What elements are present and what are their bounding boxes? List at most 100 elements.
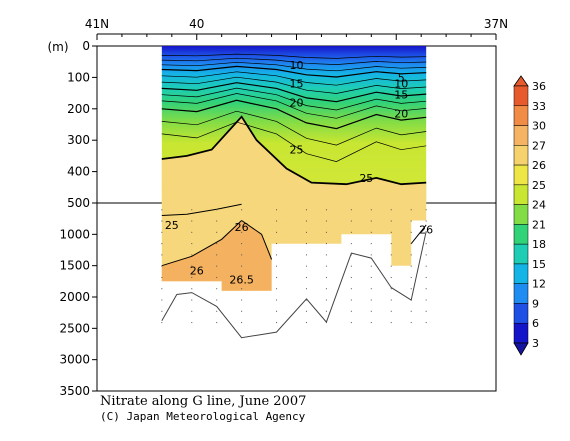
station-dot <box>191 209 193 211</box>
station-dot <box>305 231 307 233</box>
station-dot <box>350 243 352 245</box>
colorbar-segment <box>513 145 529 166</box>
station-dot <box>325 276 327 278</box>
station-dot <box>191 276 193 278</box>
contour-line <box>161 61 427 72</box>
station-dot <box>350 322 352 324</box>
station-dot <box>390 310 392 312</box>
station-dot <box>216 288 218 290</box>
station-dot <box>390 299 392 301</box>
station-dot <box>191 231 193 233</box>
colorbar-segment <box>513 283 529 304</box>
left-tick-label: 1000 <box>59 227 90 241</box>
station-dot <box>350 231 352 233</box>
station-dot <box>350 254 352 256</box>
colorbar-label: 27 <box>532 139 546 152</box>
station-dot <box>161 310 163 312</box>
sigma26-fill <box>161 220 272 291</box>
station-dot <box>191 288 193 290</box>
station-dot <box>241 265 243 267</box>
contour-label: 15 <box>290 78 304 91</box>
station-dot <box>425 243 427 245</box>
contour-line <box>161 99 427 130</box>
station-dot <box>325 310 327 312</box>
station-dot <box>191 265 193 267</box>
contour-label: 25 <box>165 219 179 232</box>
station-dot <box>191 243 193 245</box>
contour-label: 25 <box>359 172 373 185</box>
colorbar-segment <box>513 263 529 284</box>
station-dot <box>370 265 372 267</box>
station-dot <box>216 243 218 245</box>
station-dot <box>305 265 307 267</box>
contour-label: 5 <box>398 71 405 84</box>
station-dot <box>276 254 278 256</box>
colorbar-label: 26 <box>532 159 546 172</box>
station-dot <box>241 322 243 324</box>
station-dot <box>350 220 352 222</box>
contour-line <box>410 224 427 245</box>
colorbar-label: 18 <box>532 238 546 251</box>
station-dot <box>325 254 327 256</box>
colorbar-segment <box>513 85 529 107</box>
station-dot <box>161 243 163 245</box>
chart-credit: (C) Japan Meteorological Agency <box>100 410 306 423</box>
top-tick-label: 40 <box>189 17 204 31</box>
colorbar-segment <box>513 204 529 225</box>
contour-line <box>161 57 427 65</box>
left-tick-label: 3500 <box>59 384 90 398</box>
station-dot <box>370 243 372 245</box>
station-dot <box>241 299 243 301</box>
station-dot <box>276 276 278 278</box>
station-dot <box>305 299 307 301</box>
station-dot <box>410 322 412 324</box>
station-dot <box>161 209 163 211</box>
station-dot <box>325 220 327 222</box>
station-dot <box>390 231 392 233</box>
station-dot <box>370 288 372 290</box>
colorbar-label: 15 <box>532 258 546 271</box>
station-dot <box>410 243 412 245</box>
station-dot <box>241 254 243 256</box>
top-tick-label: 37N <box>484 17 508 31</box>
station-dot <box>191 310 193 312</box>
station-dot <box>370 299 372 301</box>
chart-title: Nitrate along G line, June 2007 <box>100 394 307 409</box>
station-dot <box>161 265 163 267</box>
station-dot <box>305 220 307 222</box>
station-dot <box>325 299 327 301</box>
station-dot <box>216 254 218 256</box>
colorbar-label: 36 <box>532 80 546 93</box>
contour-layer <box>161 53 427 339</box>
station-dot <box>216 209 218 211</box>
station-dot <box>425 220 427 222</box>
station-dot <box>370 276 372 278</box>
colorbar-label: 24 <box>532 199 546 212</box>
station-dot <box>410 310 412 312</box>
station-dot <box>325 265 327 267</box>
colorbar-label: 21 <box>532 218 546 231</box>
contour-line <box>161 71 427 86</box>
contour-line <box>161 121 427 162</box>
station-dot <box>425 322 427 324</box>
colorbar-label: 30 <box>532 120 546 133</box>
contour-line <box>161 219 273 267</box>
colorbar-segment <box>513 303 529 324</box>
station-dot <box>390 209 392 211</box>
station-dot <box>325 231 327 233</box>
station-dot <box>370 254 372 256</box>
colorbar-segment <box>513 105 529 126</box>
station-dot <box>370 220 372 222</box>
left-tick-label: 3000 <box>59 353 90 367</box>
station-dot <box>276 209 278 211</box>
contour-line <box>161 82 427 103</box>
station-dot <box>191 322 193 324</box>
station-dot <box>241 310 243 312</box>
station-dot <box>390 220 392 222</box>
station-dot <box>276 322 278 324</box>
station-dot <box>276 310 278 312</box>
contour-label: 26 <box>190 265 204 278</box>
colorbar-arrow-bottom <box>513 342 529 356</box>
left-tick-label: 0 <box>82 39 90 53</box>
left-tick-label: 2500 <box>59 321 90 335</box>
